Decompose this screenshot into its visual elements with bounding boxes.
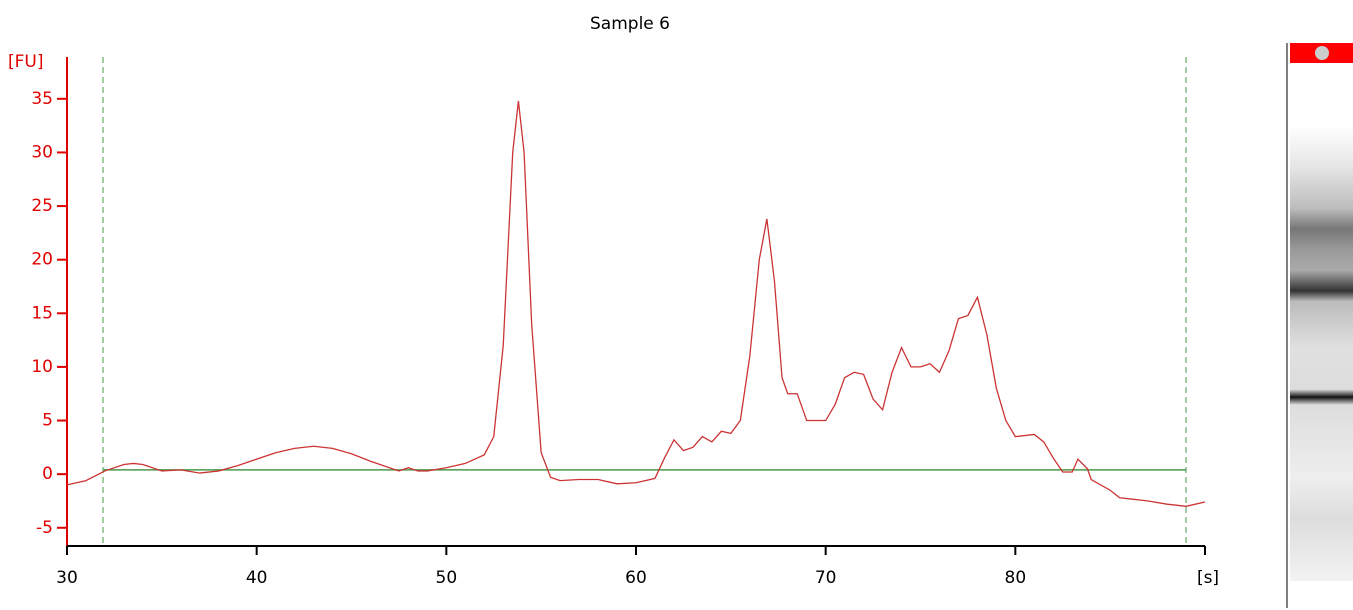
y-tick-label: 15: [31, 303, 53, 323]
data-line: [66, 100, 1206, 507]
gel-marker: [1315, 46, 1329, 60]
y-tick-label: 10: [31, 357, 53, 377]
x-tick-label: 40: [246, 568, 268, 588]
y-tick-label: 5: [42, 411, 53, 431]
y-tick-label: 25: [31, 196, 53, 216]
y-axis-label: [FU]: [8, 52, 44, 72]
y-tick-label: 20: [31, 250, 53, 270]
gel-bands: [1290, 63, 1353, 581]
y-tick-label: 0: [42, 464, 53, 484]
y-tick-label: 30: [31, 142, 53, 162]
x-tick-label: 30: [56, 568, 78, 588]
y-tick-label: -5: [36, 518, 53, 538]
gel-lane: [1286, 43, 1353, 608]
x-axis-label: [s]: [1197, 568, 1219, 588]
x-tick-label: 80: [1005, 568, 1027, 588]
x-tick-label: 60: [625, 568, 647, 588]
y-tick-label: 35: [31, 89, 53, 109]
x-tick-label: 50: [436, 568, 458, 588]
x-tick-label: 70: [815, 568, 837, 588]
chart-title: Sample 6: [590, 14, 670, 34]
